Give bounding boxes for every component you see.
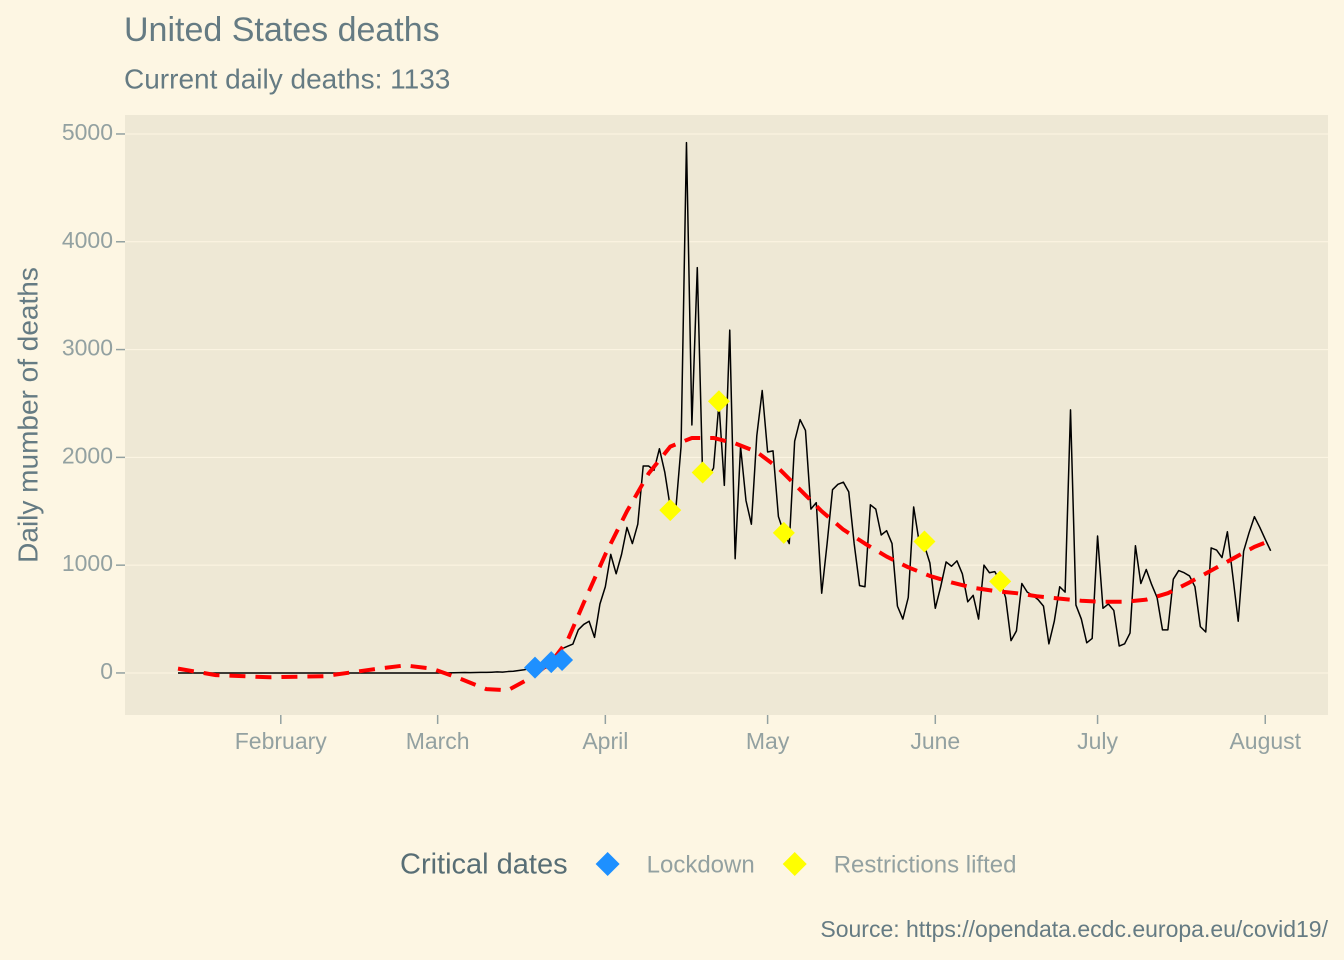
y-tick-label: 1000	[62, 550, 113, 576]
y-tick-label: 5000	[62, 119, 113, 145]
critical-date-marker	[691, 461, 714, 484]
chart-subtitle: Current daily deaths: 1133	[124, 63, 450, 94]
legend-swatch	[782, 852, 807, 876]
x-tick-label: July	[1077, 728, 1118, 754]
critical-date-marker	[551, 649, 574, 672]
x-tick-label: March	[406, 728, 470, 754]
y-tick-label: 4000	[62, 227, 113, 253]
legend: Critical dates Lockdown Restrictions lift…	[400, 849, 1016, 881]
x-tick-label: February	[235, 728, 328, 754]
plot	[177, 141, 1272, 693]
y-tick-label: 2000	[62, 442, 113, 468]
x-tick-label: June	[910, 728, 960, 754]
legend-label: Restrictions lifted	[834, 851, 1017, 878]
caption: Source: https://opendata.ecdc.europa.eu/…	[820, 916, 1328, 942]
y-tick-label: 3000	[62, 335, 113, 361]
legend-title: Critical dates	[400, 849, 568, 881]
y-axis-label: Daily mumber of deaths	[12, 267, 43, 563]
x-tick-label: April	[582, 728, 628, 754]
critical-date-marker	[707, 390, 730, 413]
chart-title: United States deaths	[124, 11, 440, 49]
grid: 0 1000 2000 3000 4000 5000 February March April M…	[62, 119, 1328, 754]
trend-line	[177, 435, 1272, 693]
x-tick-label: May	[746, 728, 790, 754]
x-tick-label: August	[1229, 728, 1301, 754]
critical-date-marker	[772, 521, 795, 544]
legend-swatch	[595, 852, 620, 876]
critical-date-marker	[659, 499, 682, 522]
legend-label: Lockdown	[647, 851, 755, 878]
critical-date-marker	[913, 530, 936, 553]
y-tick-label: 0	[100, 658, 113, 684]
critical-date-marker	[989, 570, 1012, 593]
